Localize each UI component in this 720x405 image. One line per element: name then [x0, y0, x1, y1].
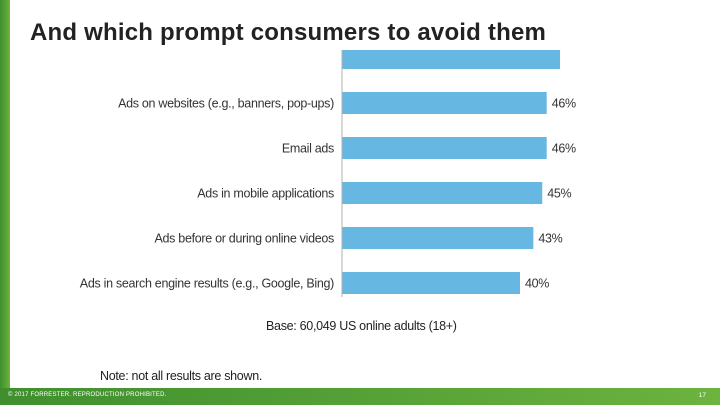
left-accent-bar: [0, 0, 10, 388]
category-label: Ads on websites (e.g., banners, pop-ups): [118, 97, 334, 111]
category-label: Ads in mobile applications: [197, 187, 334, 201]
results-note: Note: not all results are shown.: [100, 369, 263, 383]
bar-chart: Ads on websites (e.g., banners, pop-ups)…: [80, 50, 576, 297]
slide-title: And which prompt consumers to avoid them: [30, 19, 547, 46]
value-label: 43%: [538, 232, 562, 246]
category-label: Ads before or during online videos: [154, 232, 334, 246]
copyright-text: © 2017 FORRESTER. REPRODUCTION PROHIBITE…: [8, 392, 167, 398]
category-label: Ads in search engine results (e.g., Goog…: [80, 277, 334, 291]
bar: [342, 92, 547, 114]
value-label: 46%: [552, 142, 576, 156]
bar: [342, 50, 561, 69]
chart-plot-area: Ads on websites (e.g., banners, pop-ups)…: [80, 50, 576, 297]
category-label: Email ads: [282, 142, 334, 156]
bar: [342, 227, 534, 249]
page-number: 17: [698, 392, 706, 399]
value-label: 40%: [525, 277, 549, 291]
value-label: 45%: [547, 187, 571, 201]
bar: [342, 137, 547, 159]
bar: [342, 272, 520, 294]
bar: [342, 182, 543, 204]
footer-bar: © 2017 FORRESTER. REPRODUCTION PROHIBITE…: [0, 388, 720, 405]
value-label: 46%: [552, 97, 576, 111]
base-note: Base: 60,049 US online adults (18+): [266, 319, 457, 333]
